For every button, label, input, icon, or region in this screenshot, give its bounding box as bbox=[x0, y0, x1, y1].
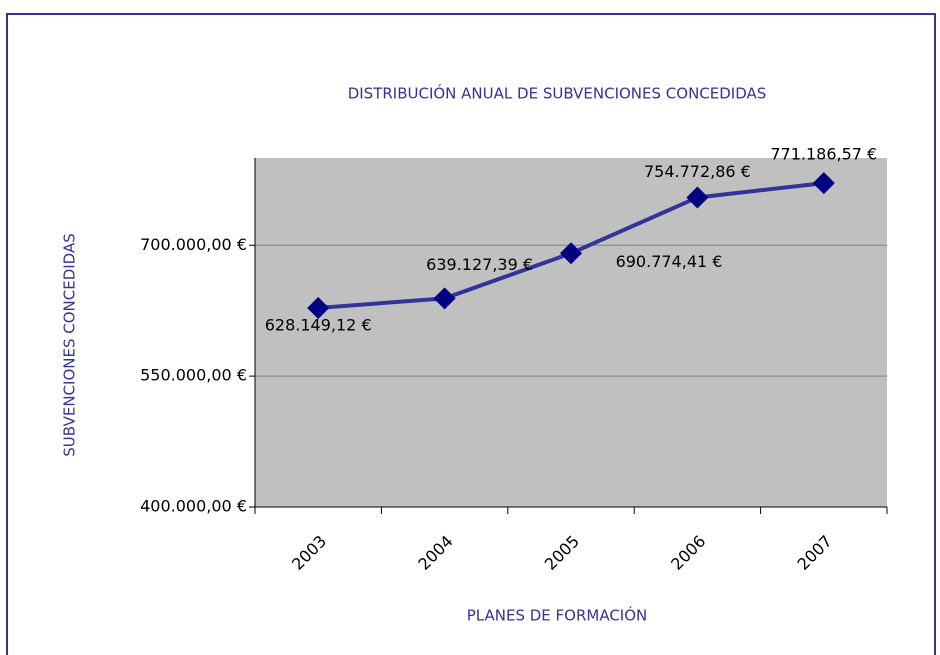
marker bbox=[812, 172, 835, 195]
value-label: 639.127,39 € bbox=[426, 255, 533, 274]
y-axis-label: SUBVENCIONES CONCEDIDAS bbox=[61, 233, 79, 456]
x-tick-label: 2005 bbox=[541, 532, 583, 574]
marker bbox=[307, 296, 330, 319]
value-label: 771.186,57 € bbox=[770, 145, 877, 164]
marker bbox=[560, 242, 582, 265]
x-tick-label: 2003 bbox=[288, 532, 330, 574]
x-tick-label: 2004 bbox=[414, 532, 456, 574]
x-tick-label: 2006 bbox=[667, 532, 709, 574]
value-label: 628.149,12 € bbox=[265, 315, 372, 334]
value-label: 754.772,86 € bbox=[644, 162, 751, 181]
marker bbox=[433, 287, 456, 310]
x-tick-label: 2007 bbox=[794, 532, 836, 574]
value-label: 690.774,41 € bbox=[616, 252, 723, 271]
y-tick-label: 550.000,00 € bbox=[140, 366, 247, 385]
frame bbox=[6, 13, 936, 655]
marker bbox=[686, 186, 709, 209]
y-tick-label: 700.000,00 € bbox=[140, 235, 247, 254]
chart-title: DISTRIBUCIÓN ANUAL DE SUBVENCIONES CONCE… bbox=[348, 84, 767, 103]
plot-area bbox=[255, 158, 887, 507]
x-axis-label: PLANES DE FORMACIÓN bbox=[467, 606, 648, 625]
y-tick-label: 400.000,00 € bbox=[140, 497, 247, 516]
